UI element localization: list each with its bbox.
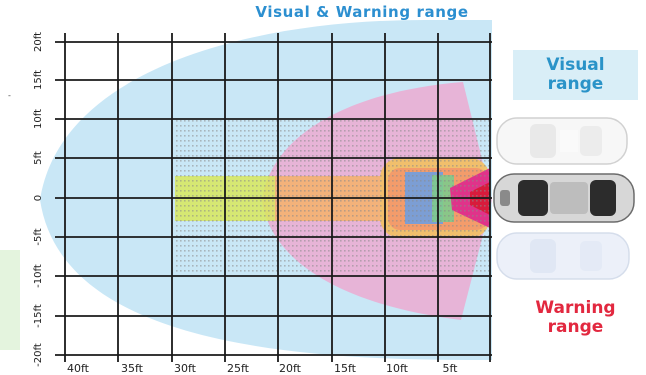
- x-tick-label: 40ft: [67, 362, 90, 375]
- y-tick-label: 10ft: [33, 109, 44, 129]
- y-tick-label: -15ft: [33, 304, 44, 328]
- left-edge-strip: [0, 250, 20, 350]
- x-tick-label: 25ft: [227, 362, 250, 375]
- car-top-faded: [496, 117, 628, 165]
- warning-range-label: Warning range: [513, 292, 638, 344]
- car-middle-dark: [493, 173, 635, 223]
- car-bottom-faded: [496, 232, 630, 280]
- x-tick-label: 5ft: [443, 362, 459, 375]
- x-tick-label: 20ft: [279, 362, 302, 375]
- stray-axis-mark: -: [8, 91, 11, 100]
- y-axis-ticks: 20ft 15ft 10ft 5ft 0 -5ft -10ft -15ft -20ft: [33, 32, 44, 367]
- y-tick-label: -20ft: [33, 343, 44, 367]
- grid-lines: [55, 33, 492, 362]
- x-tick-label: 10ft: [386, 362, 409, 375]
- y-tick-label: -10ft: [33, 264, 44, 288]
- y-tick-label: -5ft: [33, 228, 44, 245]
- y-tick-label: 15ft: [33, 70, 44, 90]
- diagram-title: Visual & Warning range: [255, 3, 469, 21]
- y-tick-label: 20ft: [33, 32, 44, 52]
- x-tick-label: 30ft: [174, 362, 197, 375]
- y-tick-label: 0: [33, 195, 44, 201]
- x-tick-label: 35ft: [121, 362, 144, 375]
- visual-range-label: Visual range: [513, 50, 638, 100]
- y-tick-label: 5ft: [33, 151, 44, 165]
- x-tick-label: 15ft: [334, 362, 357, 375]
- x-axis-ticks: 40ft 35ft 30ft 25ft 20ft 15ft 10ft 5ft: [67, 362, 458, 375]
